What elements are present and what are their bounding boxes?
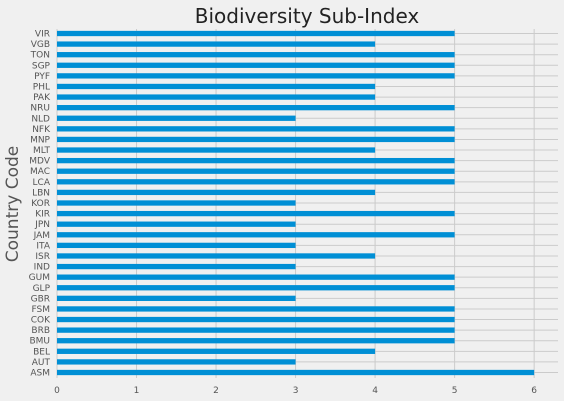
y-tick-label: GLP <box>33 284 51 294</box>
bar-gbr <box>57 295 296 301</box>
bar-vgb <box>57 41 376 47</box>
bar-phl <box>57 83 376 90</box>
y-tick-label: JAM <box>33 231 50 241</box>
y-tick-label: BMU <box>29 337 50 347</box>
bar-ton <box>57 52 455 58</box>
bar-cok <box>57 316 455 323</box>
bar-bel <box>57 348 376 354</box>
y-tick-label: VIR <box>35 30 50 40</box>
y-tick-label: PAK <box>33 93 51 103</box>
bar-vir <box>57 30 455 37</box>
y-tick-label: MDV <box>29 157 51 167</box>
y-tick-label: SGP <box>32 61 51 71</box>
bar-mnp <box>57 136 455 143</box>
bar-brb <box>57 327 455 333</box>
y-tick-label: MLT <box>33 146 51 156</box>
bar-jpn <box>57 221 296 227</box>
bar-nld <box>57 115 296 121</box>
y-tick-label: KOR <box>31 199 50 209</box>
bar-sgp <box>57 62 455 68</box>
y-tick-label: BRB <box>31 326 50 336</box>
x-tick-label: 3 <box>293 386 299 396</box>
y-tick-label: NRU <box>30 104 50 114</box>
bars <box>57 30 535 376</box>
y-tick-label: COK <box>31 316 51 326</box>
bar-glp <box>57 285 455 291</box>
chart-title: Biodiversity Sub-Index <box>195 4 420 28</box>
y-tick-label: FSM <box>32 305 51 315</box>
bar-asm <box>57 369 535 376</box>
y-tick-label: GBR <box>31 294 50 304</box>
bar-kor <box>57 200 296 206</box>
y-tick-label: ITA <box>36 241 50 251</box>
x-tick-label: 6 <box>531 386 537 396</box>
bar-nru <box>57 105 455 111</box>
bar-isr <box>57 253 376 259</box>
y-tick-label: GUM <box>29 273 50 283</box>
x-tick-label: 4 <box>372 386 378 396</box>
bar-lca <box>57 179 455 185</box>
bar-kir <box>57 210 455 217</box>
bar-bmu <box>57 338 455 344</box>
y-tick-label: KIR <box>35 210 50 220</box>
x-tick-label: 2 <box>213 386 219 396</box>
bar-mac <box>57 168 455 174</box>
y-tick-label: BEL <box>33 347 50 357</box>
y-tick-label: PHL <box>33 82 50 92</box>
y-tick-label: MNP <box>30 135 50 145</box>
bar-nfk <box>57 126 455 132</box>
y-tick-label: AUT <box>32 358 51 368</box>
bar-jam <box>57 232 455 238</box>
y-tick-label: NFK <box>32 125 51 135</box>
y-tick-label: TON <box>30 51 50 61</box>
bar-pyf <box>57 73 455 79</box>
bar-ind <box>57 263 296 270</box>
y-tick-label: ASM <box>30 369 50 379</box>
x-tick-labels: 0 1 2 3 4 5 6 <box>54 386 537 396</box>
bar-fsm <box>57 306 455 312</box>
y-axis-label: Country Code <box>3 146 23 262</box>
y-tick-label: NLD <box>31 114 50 124</box>
y-tick-label: IND <box>34 263 50 273</box>
bar-gum <box>57 274 455 280</box>
x-tick-label: 0 <box>54 386 60 396</box>
bar-lbn <box>57 189 376 196</box>
y-tick-label: PYF <box>34 72 50 82</box>
bar-ita <box>57 242 296 249</box>
bar-mdv <box>57 157 455 164</box>
x-tick-label: 1 <box>134 386 140 396</box>
bar-mlt <box>57 147 376 153</box>
bar-aut <box>57 359 296 365</box>
y-tick-label: JPN <box>34 220 50 230</box>
y-tick-label: MAC <box>30 167 50 177</box>
y-tick-label: ISR <box>35 252 50 262</box>
x-tick-label: 5 <box>452 386 458 396</box>
y-tick-label: LBN <box>32 188 50 198</box>
y-tick-labels: VIRVGBTONSGPPYFPHLPAKNRUNLDNFKMNPMLTMDVM… <box>29 30 51 379</box>
y-tick-label: LCA <box>33 178 51 188</box>
y-tick-label: VGB <box>31 40 50 50</box>
bar-pak <box>57 94 376 100</box>
